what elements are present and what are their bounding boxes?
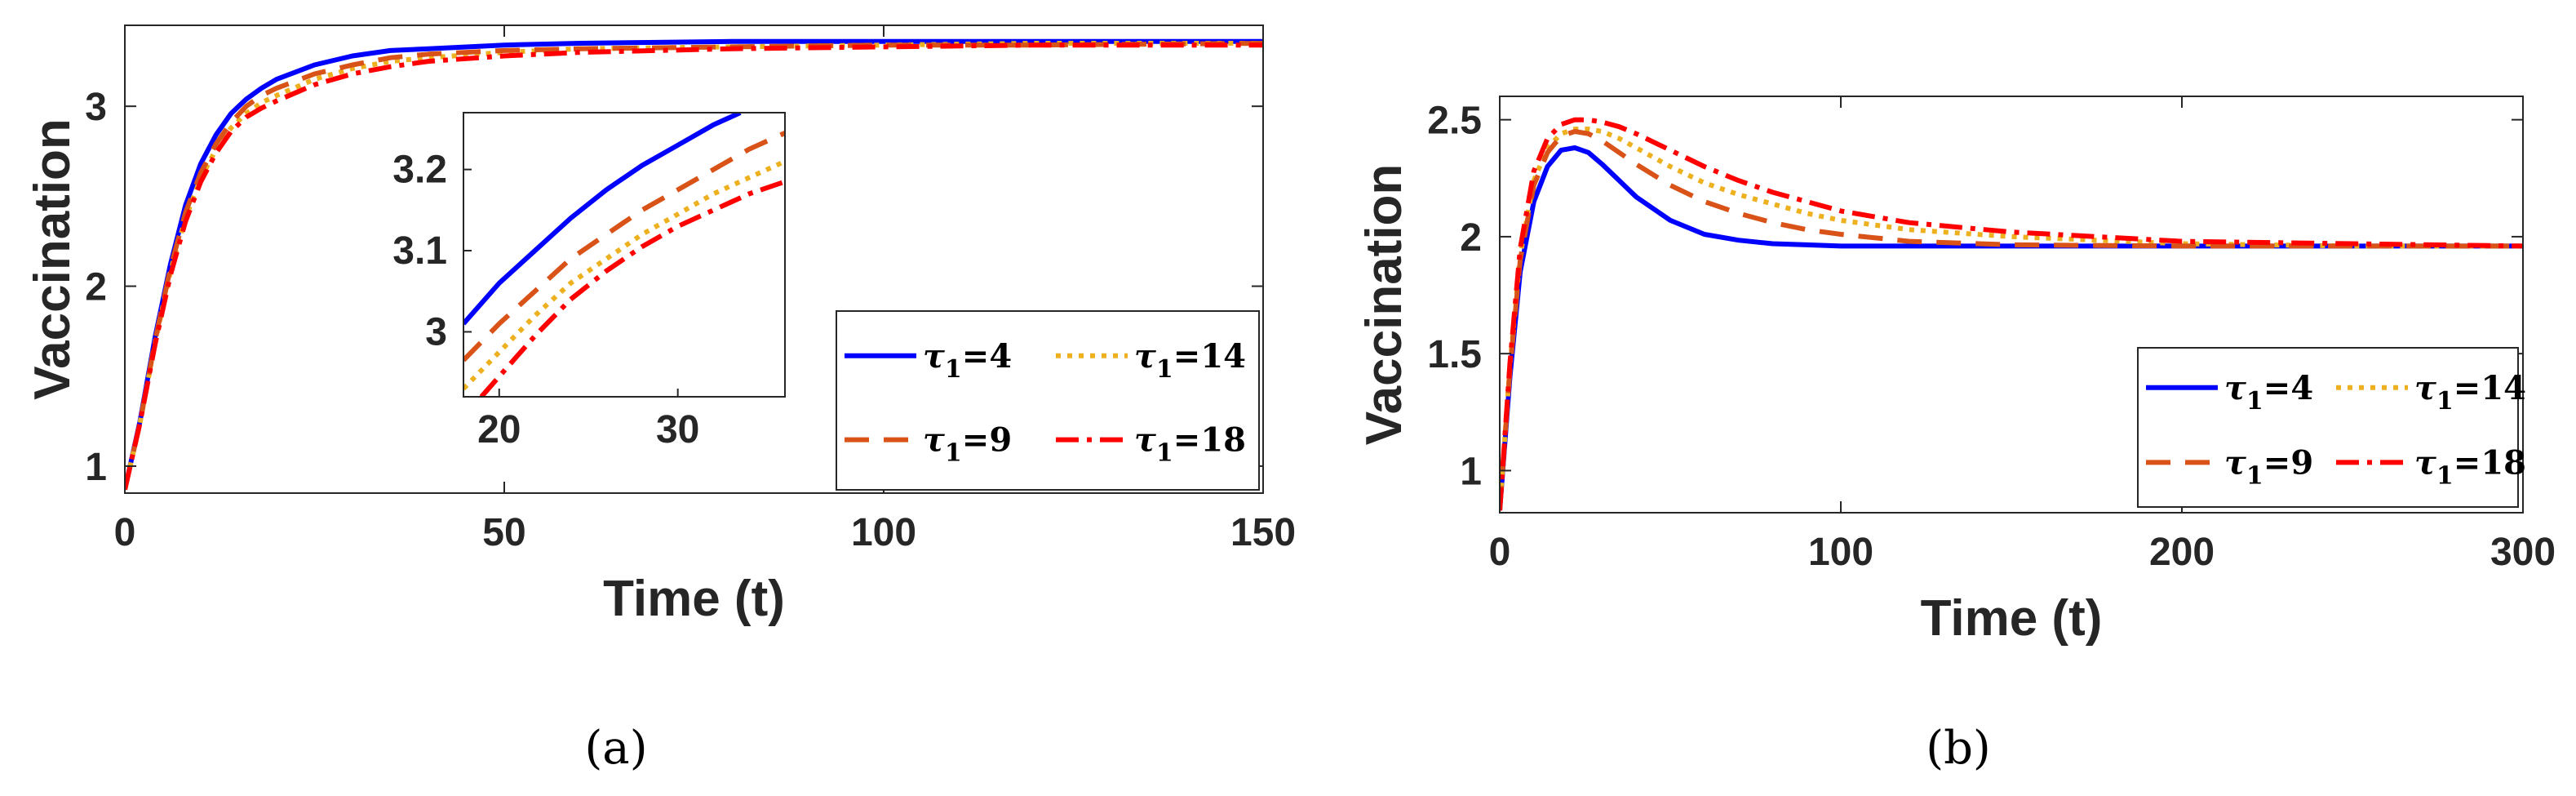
legend-label-sub: 1: [2246, 387, 2263, 416]
legend-label-value: =18: [1173, 421, 1246, 460]
axes-box: [1499, 96, 2524, 514]
x-tick-label: 150: [1230, 511, 1296, 554]
series-line-4: [1500, 117, 2523, 511]
y-tick-label: 2: [1460, 216, 1482, 260]
legend-label: τ1=4: [923, 337, 1012, 384]
legend-label-base: τ: [2224, 443, 2246, 482]
inset-series-line-1: [463, 113, 742, 326]
legend-item-4: τ1=18: [1056, 421, 1246, 468]
legend-label-base: τ: [2414, 443, 2436, 482]
series-line-1: [1500, 145, 2523, 511]
inset-series-line-2: [463, 131, 785, 362]
legend-item-3: τ1=9: [2146, 443, 2313, 490]
y-tick-label: 2.5: [1427, 100, 1482, 143]
inset-y-tick-label: 3.2: [392, 149, 447, 192]
inset-y-tick-label: 3.1: [392, 229, 447, 273]
y-tick-label: 1.5: [1427, 333, 1482, 376]
series-line-3: [125, 41, 1263, 491]
x-tick-label: 0: [114, 511, 136, 554]
x-tick-label: 100: [1808, 531, 1873, 574]
inset-panel: 20 30 3 3.1 3.2: [392, 112, 786, 451]
chart-panel: 0 50 100 150 1 2 3 Time (t) Vaccination 20 30 3 3.1 3…: [24, 24, 1296, 775]
axes-box: [124, 24, 1264, 494]
x-tick-label: 0: [1489, 531, 1511, 574]
y-tick-label: 3: [85, 86, 107, 129]
legend-box: [836, 310, 1260, 491]
legend-item-3: τ1=9: [845, 421, 1012, 468]
x-tick-label: 200: [2149, 531, 2215, 574]
legend-item-2: τ1=14: [1056, 337, 1246, 384]
legend-label-sub: 1: [2436, 461, 2454, 490]
legend-label-base: τ: [1134, 337, 1156, 376]
legend-label-value: =4: [962, 337, 1012, 376]
inset-y-tick-label: 3: [425, 310, 447, 354]
legend-label: τ1=18: [2414, 443, 2526, 490]
inset-x-tick-label: 30: [656, 408, 699, 451]
legend-item-2: τ1=14: [2336, 369, 2526, 416]
legend-label-value: =14: [2454, 369, 2526, 407]
legend-item-4: τ1=18: [2336, 443, 2526, 490]
legend-label-value: =9: [2263, 443, 2313, 482]
legend-label: τ1=9: [923, 421, 1012, 468]
legend-label-sub: 1: [2246, 461, 2263, 490]
figure-caption: (b): [1926, 722, 1991, 775]
legend-label-value: =4: [2263, 369, 2313, 407]
legend-label: τ1=9: [2224, 443, 2313, 490]
legend-box: [2137, 347, 2519, 508]
series-group: [125, 38, 1263, 491]
x-axis-label: Time (t): [603, 571, 785, 627]
legend-label-base: τ: [923, 421, 945, 460]
y-tick-label: 1: [85, 446, 107, 489]
series-line-4: [125, 42, 1263, 491]
series-group: [1500, 117, 2523, 511]
inset-area: [463, 113, 785, 397]
legend-label-sub: 1: [1156, 355, 1173, 384]
legend-item-1: τ1=4: [845, 337, 1012, 384]
legend-label-base: τ: [1134, 421, 1156, 460]
y-axis-label: Vaccination: [24, 118, 81, 400]
inset-series-group: [463, 113, 785, 397]
legend-label-value: =9: [962, 421, 1012, 460]
legend-label-sub: 1: [945, 439, 962, 468]
legend-label-value: =14: [1173, 337, 1246, 376]
legend-label-value: =18: [2454, 443, 2526, 482]
figure-caption: (a): [584, 722, 647, 775]
inset-x-tick-label: 20: [477, 408, 521, 451]
legend-label-sub: 1: [945, 355, 962, 384]
legend-label: τ1=18: [1134, 421, 1246, 468]
x-axis-label: Time (t): [1921, 590, 2103, 647]
y-axis-label: Vaccination: [1356, 164, 1412, 446]
inset-box: [463, 112, 786, 398]
legend-label-base: τ: [923, 337, 945, 376]
legend-label: τ1=14: [1134, 337, 1246, 384]
inset-series-line-4: [479, 179, 785, 397]
legend-label-sub: 1: [2436, 387, 2454, 416]
legend-label: τ1=14: [2414, 369, 2526, 416]
y-tick-label: 1: [1460, 450, 1482, 493]
y-tick-label: 2: [85, 266, 107, 309]
x-tick-label: 50: [482, 511, 525, 554]
x-tick-label: 100: [851, 511, 916, 554]
legend-label-sub: 1: [1156, 439, 1173, 468]
legend-label: τ1=4: [2224, 369, 2313, 416]
legend-label-base: τ: [2414, 369, 2436, 407]
legend-item-1: τ1=4: [2146, 369, 2313, 416]
x-tick-label: 300: [2490, 531, 2556, 574]
series-line-3: [1500, 129, 2523, 511]
legend-label-base: τ: [2224, 369, 2246, 407]
